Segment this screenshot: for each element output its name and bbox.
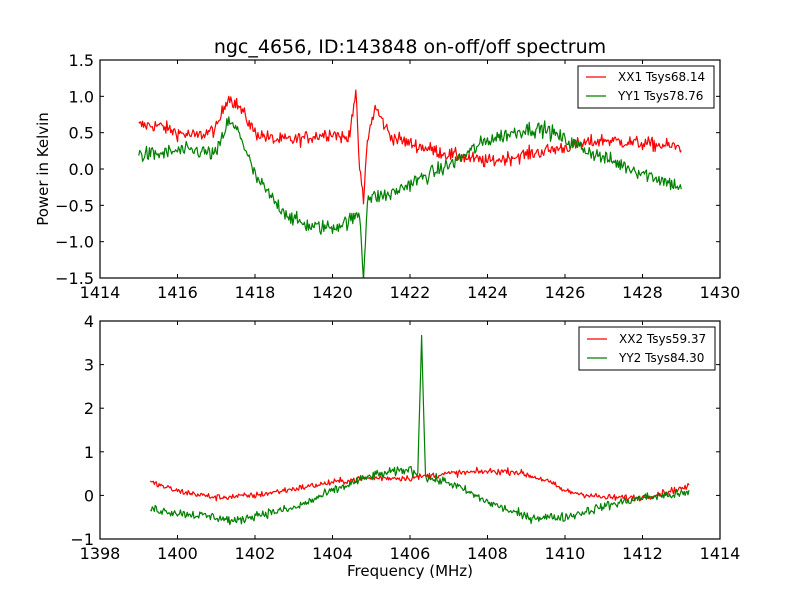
y-tick-label: 0.0 [69, 160, 94, 179]
x-tick-label: 1420 [312, 283, 353, 302]
bottom-plot-lines [149, 334, 690, 526]
y-tick-label: 1.0 [69, 87, 94, 106]
y-axis-label: Power in Kelvin [34, 112, 52, 226]
legend-entry-xx2: XX2 Tsys59.37 [619, 332, 706, 346]
legend-entry-yy1: YY1 Tsys78.76 [617, 89, 703, 103]
legend-entry-xx1: XX1 Tsys68.14 [618, 70, 705, 84]
series-line-xx2 [149, 466, 690, 502]
x-tick-label: 1410 [545, 544, 586, 563]
y-tick-label: 1.5 [69, 51, 94, 70]
x-tick-label: 1428 [622, 283, 663, 302]
x-tick-label: 1418 [235, 283, 276, 302]
x-tick-label: 1430 [700, 283, 741, 302]
x-tick-label: 1424 [467, 283, 508, 302]
top-axes: ngc_4656, ID:143848 on-off/off spectrum … [34, 36, 740, 302]
chart-title: ngc_4656, ID:143848 on-off/off spectrum [214, 36, 606, 58]
y-tick-label: 2 [84, 399, 94, 418]
y-tick-label: 1 [84, 443, 94, 462]
y-tick-label: −0.5 [55, 196, 94, 215]
y-tick-label: 0 [84, 486, 94, 505]
x-tick-label: 1408 [467, 544, 508, 563]
top-plot-frame [99, 59, 721, 279]
y-tick-label: 0.5 [69, 124, 94, 143]
x-tick-label: 1400 [157, 544, 198, 563]
bottom-legend: XX2 Tsys59.37 YY2 Tsys84.30 [578, 326, 716, 371]
series-line-xx1 [138, 89, 682, 205]
legend-entry-yy2: YY2 Tsys84.30 [618, 351, 704, 365]
top-ticks: 1414 1416 1418 1420 1422 1424 1426 1428 1430 1.5 1… [55, 51, 740, 302]
x-tick-label: 1414 [80, 283, 121, 302]
y-tick-label: 4 [84, 312, 94, 331]
x-tick-label: 1426 [545, 283, 586, 302]
bottom-ticks: 1398 1400 1402 1404 1406 1408 1410 1412 1414 4 3 2 1… [70, 312, 740, 563]
y-tick-label: −1.0 [55, 233, 94, 252]
x-tick-label: 1416 [157, 283, 198, 302]
x-tick-label: 1414 [700, 544, 741, 563]
x-tick-label: 1402 [235, 544, 276, 563]
legend-box [578, 326, 716, 371]
legend-box [577, 65, 715, 109]
bottom-axes: Frequency (MHz) 1398 1400 1402 1404 1406 1408… [70, 312, 740, 580]
x-tick-label: 1398 [80, 544, 121, 563]
x-axis-label: Frequency (MHz) [347, 562, 473, 580]
series-line-yy1 [138, 116, 682, 278]
x-tick-label: 1406 [390, 544, 431, 563]
bottom-plot-frame [99, 320, 721, 540]
y-tick-label: −1 [70, 530, 94, 549]
x-tick-label: 1422 [390, 283, 431, 302]
y-tick-label: 3 [84, 356, 94, 375]
top-plot-lines [138, 89, 682, 278]
top-legend: XX1 Tsys68.14 YY1 Tsys78.76 [577, 65, 715, 109]
x-tick-label: 1404 [312, 544, 353, 563]
series-line-yy2 [149, 334, 690, 526]
y-tick-label: −1.5 [55, 269, 94, 288]
x-tick-label: 1412 [622, 544, 663, 563]
